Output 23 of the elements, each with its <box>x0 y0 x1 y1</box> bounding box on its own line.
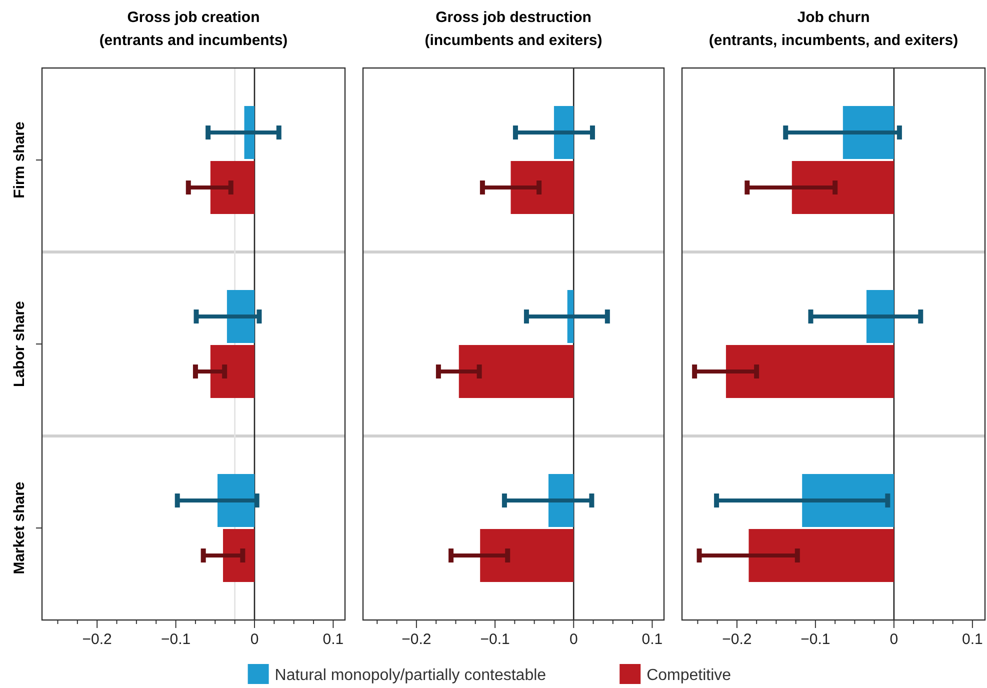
x-tick-label: 0.1 <box>962 631 983 648</box>
x-tick-label: 0.1 <box>642 631 663 648</box>
y-tick-label: Firm share <box>11 122 28 198</box>
x-tick-label: −0.1 <box>160 631 191 648</box>
x-tick-label: −0.2 <box>402 631 432 648</box>
chart-title: Gross job creation <box>127 9 260 26</box>
y-tick-label: Labor share <box>11 301 28 387</box>
legend-label: Competitive <box>646 667 732 684</box>
x-tick-label: −0.2 <box>722 631 752 648</box>
chart-title: Job churn <box>797 9 870 26</box>
legend-label: Natural monopoly/partially contestable <box>274 667 546 684</box>
x-tick-label: −0.1 <box>800 631 830 648</box>
x-tick-label: 0.1 <box>322 631 344 648</box>
chart-subtitle: (entrants, incumbents, and exiters) <box>708 32 958 49</box>
x-tick-label: 0 <box>569 631 578 648</box>
x-tick-label: 0 <box>890 631 898 648</box>
x-tick-label: 0 <box>250 631 259 648</box>
chart-subtitle: (entrants and incumbents) <box>99 32 288 49</box>
chart-subtitle: (incumbents and exiters) <box>424 32 602 49</box>
x-tick-label: −0.2 <box>82 631 112 648</box>
y-tick-label: Market share <box>11 482 28 574</box>
x-tick-label: −0.1 <box>480 631 510 648</box>
chart-title: Gross job destruction <box>436 9 592 26</box>
